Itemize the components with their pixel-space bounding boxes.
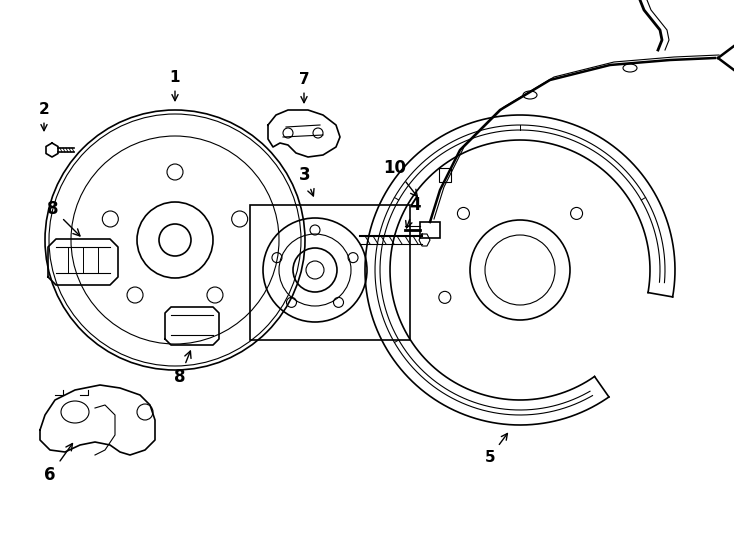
Text: 9: 9 — [0, 539, 1, 540]
Text: 7: 7 — [299, 72, 309, 103]
Text: 3: 3 — [299, 166, 314, 196]
Bar — [250, 205, 410, 340]
Text: 8: 8 — [47, 200, 80, 236]
Text: 6: 6 — [44, 443, 73, 484]
Text: 2: 2 — [39, 103, 49, 131]
Text: 10: 10 — [383, 159, 418, 197]
Text: 1: 1 — [170, 71, 181, 100]
Text: 4: 4 — [406, 196, 421, 228]
Text: 5: 5 — [484, 434, 507, 464]
Bar — [439, 168, 451, 182]
Text: 8: 8 — [174, 351, 191, 386]
Bar — [420, 222, 440, 238]
